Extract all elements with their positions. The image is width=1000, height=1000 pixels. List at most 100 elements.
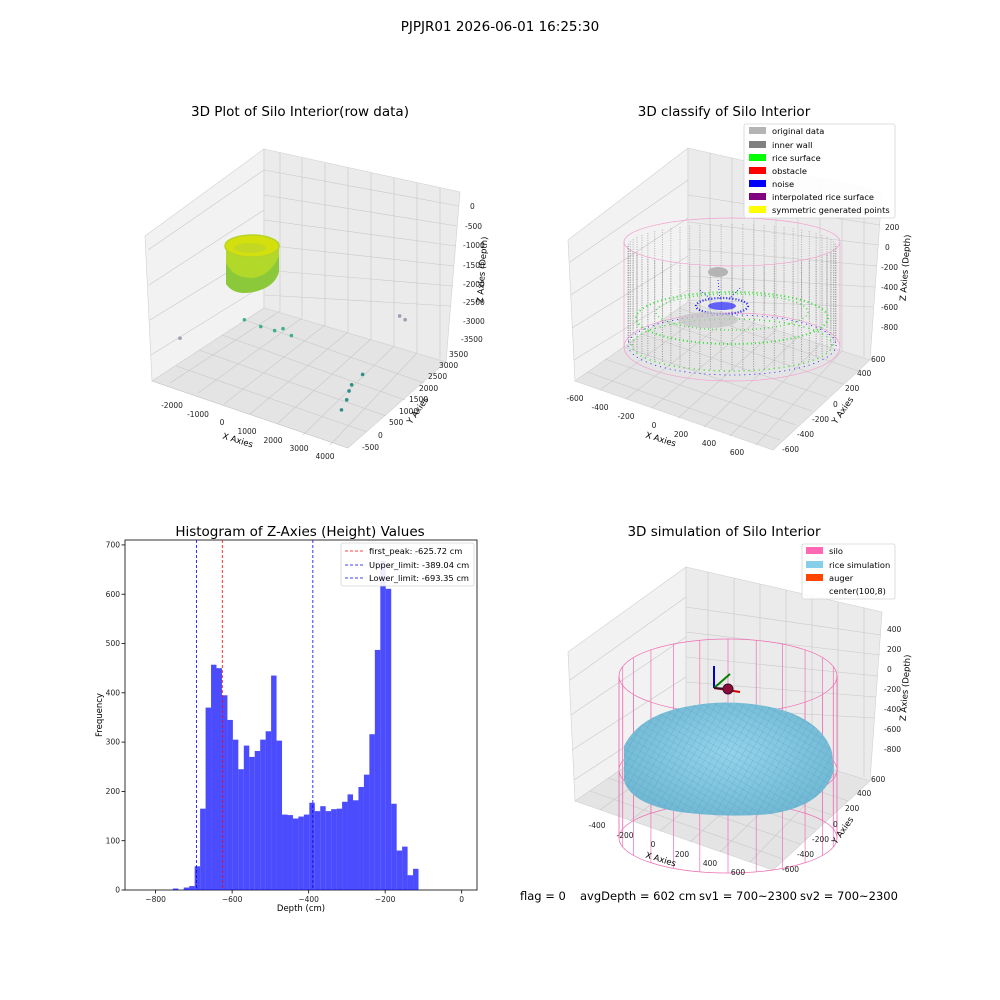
legend-swatch (749, 154, 766, 161)
simulation-x-axis-label: X Axies (644, 851, 677, 870)
legend-label: noise (772, 179, 794, 189)
raw-x-tick-labels: -2000 -1000 0 1000 2000 3000 4000 (161, 401, 335, 461)
classify-y-tick: 600 (871, 355, 886, 364)
histogram-bar (314, 811, 321, 890)
classify-x-tick: -600 (566, 394, 583, 403)
legend-label: rice simulation (829, 560, 890, 570)
histogram-bar (353, 800, 359, 890)
legend-label: center(100,8) (829, 586, 886, 596)
histogram-bar (391, 803, 397, 890)
raw-y-tick: 3500 (449, 350, 468, 359)
legend-label: Lower_limit: -693.35 cm (369, 573, 469, 583)
simulation-z-tick-labels: 400 200 0 -200 -400 -600 -800 (884, 625, 902, 754)
histogram-x-tick-label: −600 (222, 895, 243, 904)
histogram-legend: first_peak: -625.72 cm Upper_limit: -389… (340, 542, 475, 587)
raw-z-tick: -2000 (463, 280, 485, 289)
simulation-x-tick: 0 (651, 840, 656, 849)
histogram-bar (216, 668, 222, 890)
histogram-y-ticks: 0 100 200 300 400 500 600 700 (106, 541, 125, 895)
legend-swatch (749, 141, 766, 148)
classify-z-tick: 200 (885, 223, 900, 232)
histogram-legend-frame (340, 542, 475, 587)
classify-y-tick: 0 (833, 400, 838, 409)
raw-z-tick: -1000 (463, 241, 485, 250)
raw-z-tick: -3500 (461, 335, 483, 344)
histogram-bar (303, 814, 310, 890)
raw-data-point (272, 328, 277, 333)
histogram-bar (282, 814, 288, 890)
simulation-y-tick: 200 (845, 804, 860, 813)
legend-label: obstacle (772, 166, 807, 176)
simulation-z-axis-label: Z Axies (Depth) (899, 654, 914, 721)
histogram-bar (172, 888, 179, 890)
raw-point-cluster (224, 234, 280, 293)
raw-data-point (259, 324, 263, 329)
histogram-bar (238, 769, 244, 890)
histogram-y-tick-label: 200 (106, 787, 121, 796)
classify-legend-frame (743, 123, 896, 219)
simulation-x-tick-labels: -400 -200 0 200 400 600 (588, 821, 745, 877)
histogram-bar (221, 695, 228, 890)
classify-y-tick: -400 (797, 430, 814, 439)
simulation-3d-plot: 3D simulation of Silo Interior (567, 524, 914, 877)
legend-label: auger (829, 573, 854, 583)
classify-x-tick: -200 (617, 412, 634, 421)
status-sv2: sv2 = 700~2300 (800, 889, 898, 903)
histogram-bar (407, 875, 414, 890)
simulation-auger (713, 666, 741, 695)
classify-y-tick-labels: -600 -400 -200 0 200 400 600 (782, 355, 886, 454)
raw-x-tick: -1000 (187, 410, 209, 419)
raw-x-tick: 1000 (237, 427, 256, 436)
raw-y-tick: 2500 (428, 372, 447, 381)
histogram-bar (292, 818, 299, 890)
raw-x-tick: -2000 (161, 401, 183, 410)
raw-data-point (339, 408, 344, 412)
classify-x-tick: -400 (591, 403, 608, 412)
simulation-x-tick: -200 (616, 831, 633, 840)
classify-inner-wall-points (627, 224, 837, 370)
histogram-y-tick-label: 400 (106, 688, 121, 697)
histogram-x-tick-label: −800 (145, 895, 166, 904)
classify-y-tick: 400 (857, 369, 872, 378)
raw-x-tick: 4000 (315, 452, 334, 461)
classify-y-tick: -600 (782, 445, 799, 454)
histogram-y-tick-label: 300 (106, 738, 121, 747)
histogram-bar (325, 811, 332, 890)
simulation-y-tick: -600 (782, 865, 799, 874)
histogram-y-axis-label: Frequency (95, 693, 105, 737)
histogram-x-tick-label: 0 (459, 895, 464, 904)
simulation-y-tick: 400 (857, 789, 872, 798)
simulation-z-tick: 400 (887, 625, 902, 634)
classify-noise-points (627, 279, 837, 376)
raw-scatter-points (178, 314, 407, 412)
classify-z-tick: -400 (881, 283, 898, 292)
histogram-y-tick-label: 700 (106, 541, 121, 550)
raw-x-tick: 3000 (289, 444, 308, 453)
simulation-x-tick: -400 (588, 821, 605, 830)
raw-y-tick: 0 (378, 431, 383, 440)
legend-swatch (806, 547, 823, 554)
raw-y-tick: -500 (362, 443, 379, 452)
raw-y-tick-labels: -500 0 500 1000 1500 2000 2500 3000 3500 (362, 350, 468, 452)
classify-x-tick: 0 (652, 421, 657, 430)
histogram-bar (331, 809, 337, 890)
legend-label: inner wall (772, 140, 812, 150)
classify-y-tick: 200 (845, 384, 860, 393)
raw-gridlines (147, 153, 460, 449)
histogram-bar (254, 750, 261, 890)
classify-x-tick: 200 (674, 430, 689, 439)
legend-label: silo (829, 546, 843, 556)
classify-x-tick: 400 (702, 439, 717, 448)
raw-z-axis-label: Z Axies (Depth) (476, 236, 491, 303)
classify-original-data-points (678, 267, 738, 328)
classify-z-tick: 0 (885, 243, 890, 252)
simulation-y-tick-labels: -600 -400 -200 0 200 400 600 (782, 775, 886, 874)
raw-y-tick: 2000 (419, 384, 438, 393)
legend-label: original data (772, 126, 824, 136)
raw-data-point (242, 317, 247, 322)
raw-3d-plot: 3D Plot of Silo Interior(row data) -2000 (144, 104, 491, 461)
histogram-bar (336, 808, 343, 890)
histogram-title: Histogram of Z-Axies (Height) Values (175, 524, 424, 540)
raw-z-tick: -2500 (463, 298, 485, 307)
classify-z-tick: -600 (881, 303, 898, 312)
